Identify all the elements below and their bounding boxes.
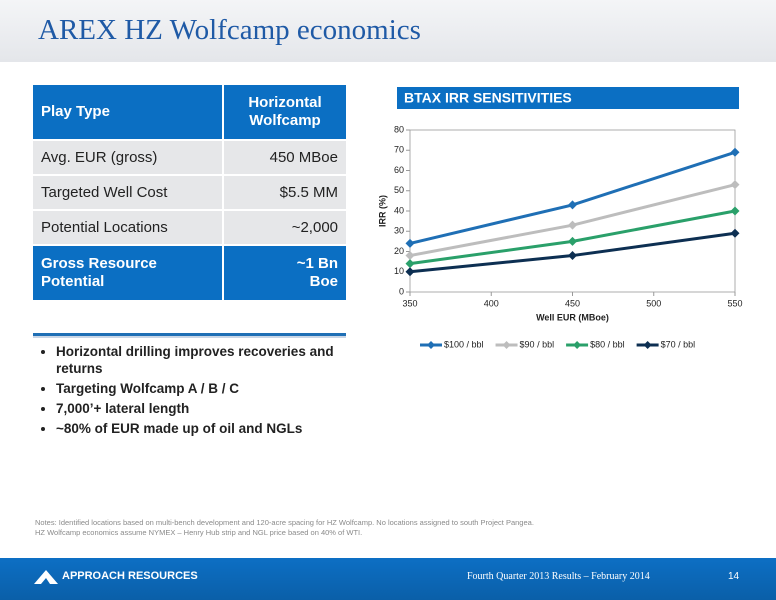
legend-label: $100 / bbl	[444, 339, 484, 349]
bullet: Horizontal drilling improves recoveries …	[56, 343, 356, 377]
legend-label: $70 / bbl	[661, 339, 696, 349]
cell: ~1 Bn Boe	[222, 245, 346, 302]
y-tick-label: 40	[394, 205, 404, 215]
chart-title: BTAX IRR SENSITIVITIES	[404, 90, 572, 106]
bullet: ~80% of EUR made up of oil and NGLs	[56, 420, 356, 437]
economics-table: Play Type Horizontal Wolfcamp Avg. EUR (g…	[33, 85, 346, 302]
cell: $5.5 MM	[222, 175, 346, 211]
note: Notes: Identified locations based on mul…	[35, 518, 534, 527]
x-tick-label: 350	[402, 298, 417, 308]
company: APPROACH RESOURCES	[62, 570, 198, 582]
footer: APPROACH RESOURCES Fourth Quarter 2013 R…	[0, 558, 776, 600]
y-tick-label: 10	[394, 266, 404, 276]
point-marker	[568, 220, 577, 230]
y-tick-label: 30	[394, 226, 404, 236]
x-tick-label: 400	[484, 298, 499, 308]
x-tick-label: 500	[646, 298, 661, 308]
page-number: 14	[728, 571, 740, 582]
point-marker	[568, 200, 577, 210]
slide-title: AREX HZ Wolfcamp economics	[38, 14, 421, 46]
cell: Targeted Well Cost	[33, 175, 223, 211]
note: HZ Wolfcamp economics assume NYMEX – Hen…	[35, 528, 363, 537]
bullet-list: Horizontal drilling improves recoveries …	[36, 340, 356, 440]
chart-title-box	[397, 87, 739, 109]
point-marker	[405, 251, 415, 261]
x-axis-label: Well EUR (MBoe)	[536, 312, 609, 322]
point-marker	[405, 267, 415, 277]
legend-label: $80 / bbl	[590, 339, 625, 349]
point-marker	[568, 251, 577, 261]
cell: Avg. EUR (gross)	[33, 140, 223, 176]
y-tick-label: 70	[394, 145, 404, 155]
divider	[33, 333, 346, 338]
header-band	[0, 0, 776, 62]
legend-marker	[427, 341, 435, 349]
cell: Potential Locations	[33, 210, 223, 246]
point-marker	[405, 238, 415, 248]
notes: Notes: Identified locations based on mul…	[35, 518, 534, 538]
point-marker	[730, 228, 740, 238]
point-marker	[730, 180, 740, 190]
x-tick-label: 550	[727, 298, 742, 308]
y-tick-label: 80	[394, 124, 404, 134]
cell: Play Type	[33, 85, 223, 141]
legend-marker	[573, 341, 582, 349]
bullet: Targeting Wolfcamp A / B / C	[56, 380, 356, 397]
cell: Gross Resource Potential	[33, 245, 223, 302]
y-tick-label: 50	[394, 185, 404, 195]
x-tick-label: 450	[565, 298, 580, 308]
event: Fourth Quarter 2013 Results – February 2…	[467, 571, 650, 582]
y-tick-label: 60	[394, 165, 404, 175]
cell: ~2,000	[222, 210, 346, 246]
cell: Horizontal Wolfcamp	[222, 85, 346, 141]
point-marker	[405, 259, 415, 269]
point-marker	[568, 236, 577, 246]
logo	[34, 570, 58, 584]
y-tick-label: 0	[399, 286, 404, 296]
legend-marker	[643, 341, 652, 349]
y-tick-label: 20	[394, 246, 404, 256]
bullet: 7,000’+ lateral length	[56, 400, 356, 417]
point-marker	[730, 206, 740, 216]
point-marker	[730, 147, 740, 157]
legend-label: $90 / bbl	[520, 339, 555, 349]
chart: BTAX IRR SENSITIVITIES 0 10 20 30 40 50 60 70 80…	[377, 87, 743, 349]
cell: 450 MBoe	[222, 140, 346, 176]
y-axis-label: IRR (%)	[377, 195, 387, 227]
legend-marker	[502, 341, 511, 349]
